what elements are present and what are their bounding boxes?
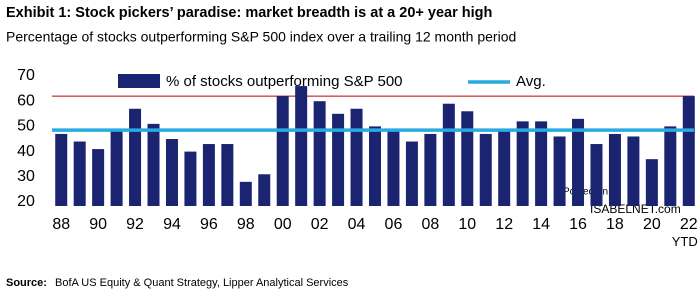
x-tick-label: 22 YTD <box>672 216 698 249</box>
x-tick-label: 16 <box>569 216 587 233</box>
bar <box>129 108 142 206</box>
x-tick-label: 96 <box>200 216 218 233</box>
bar <box>202 144 215 206</box>
bar <box>221 144 234 206</box>
bar <box>645 159 658 206</box>
bar <box>295 86 308 206</box>
bar <box>369 126 381 206</box>
bar <box>55 133 68 206</box>
bar <box>572 118 585 206</box>
bar <box>664 126 677 206</box>
x-tick-label: 10 <box>458 216 476 233</box>
y-tick-label: 40 <box>17 143 35 160</box>
x-tick-label: 20 <box>643 216 661 233</box>
x-tick-label: 04 <box>348 216 366 233</box>
y-tick-label: 30 <box>17 168 35 185</box>
bar <box>608 133 621 206</box>
x-tick-label: 90 <box>89 216 107 233</box>
bar <box>535 121 548 206</box>
x-tick-label: 18 <box>606 216 624 233</box>
y-tick-label: 60 <box>17 92 35 109</box>
y-tick-label: 70 <box>17 67 35 84</box>
x-tick-label: 94 <box>163 216 181 233</box>
x-tick-label: 92 <box>126 216 144 233</box>
bar <box>92 149 105 206</box>
x-tick-label: 12 <box>495 216 513 233</box>
x-tick-label: 08 <box>421 216 439 233</box>
bar <box>239 181 252 206</box>
y-tick-label: 20 <box>17 193 35 210</box>
bar <box>682 96 695 206</box>
bar <box>553 136 566 206</box>
source-label: Source: <box>6 277 47 289</box>
bar <box>590 144 603 206</box>
bar <box>387 128 400 206</box>
source: BofA US Equity & Quant Strategy, Lipper … <box>55 277 349 289</box>
bar <box>73 141 86 206</box>
x-tick-label: 02 <box>311 216 329 233</box>
x-tick-label: 88 <box>52 216 70 233</box>
y-tick-label: 50 <box>17 118 35 135</box>
bar <box>424 133 437 206</box>
bar <box>147 123 160 206</box>
bar <box>350 108 363 206</box>
bar <box>165 139 178 206</box>
bar <box>258 174 271 206</box>
bar <box>313 101 326 206</box>
x-tick-label: 06 <box>385 216 403 233</box>
chart-title: Exhibit 1: Stock pickers’ paradise: mark… <box>6 5 492 21</box>
bar <box>516 121 529 206</box>
x-tick-label: 00 <box>274 216 292 233</box>
watermark: Posted on <box>563 187 608 198</box>
bar <box>627 136 640 206</box>
chart-subtitle: Percentage of stocks outperforming S&P 5… <box>6 29 516 45</box>
legend-swatch <box>118 74 160 88</box>
bar <box>479 133 492 206</box>
bar <box>184 151 197 206</box>
bar <box>110 131 123 206</box>
bar <box>442 103 455 206</box>
x-tick-label: 14 <box>532 216 550 233</box>
bar <box>405 141 418 206</box>
bar <box>276 96 289 206</box>
legend-label: % of stocks outperforming S&P 500 <box>166 73 403 90</box>
legend-label: Avg. <box>516 73 546 90</box>
bar <box>332 113 345 206</box>
x-tick-label: 98 <box>237 216 255 233</box>
bar <box>498 131 511 206</box>
bar <box>461 111 474 206</box>
